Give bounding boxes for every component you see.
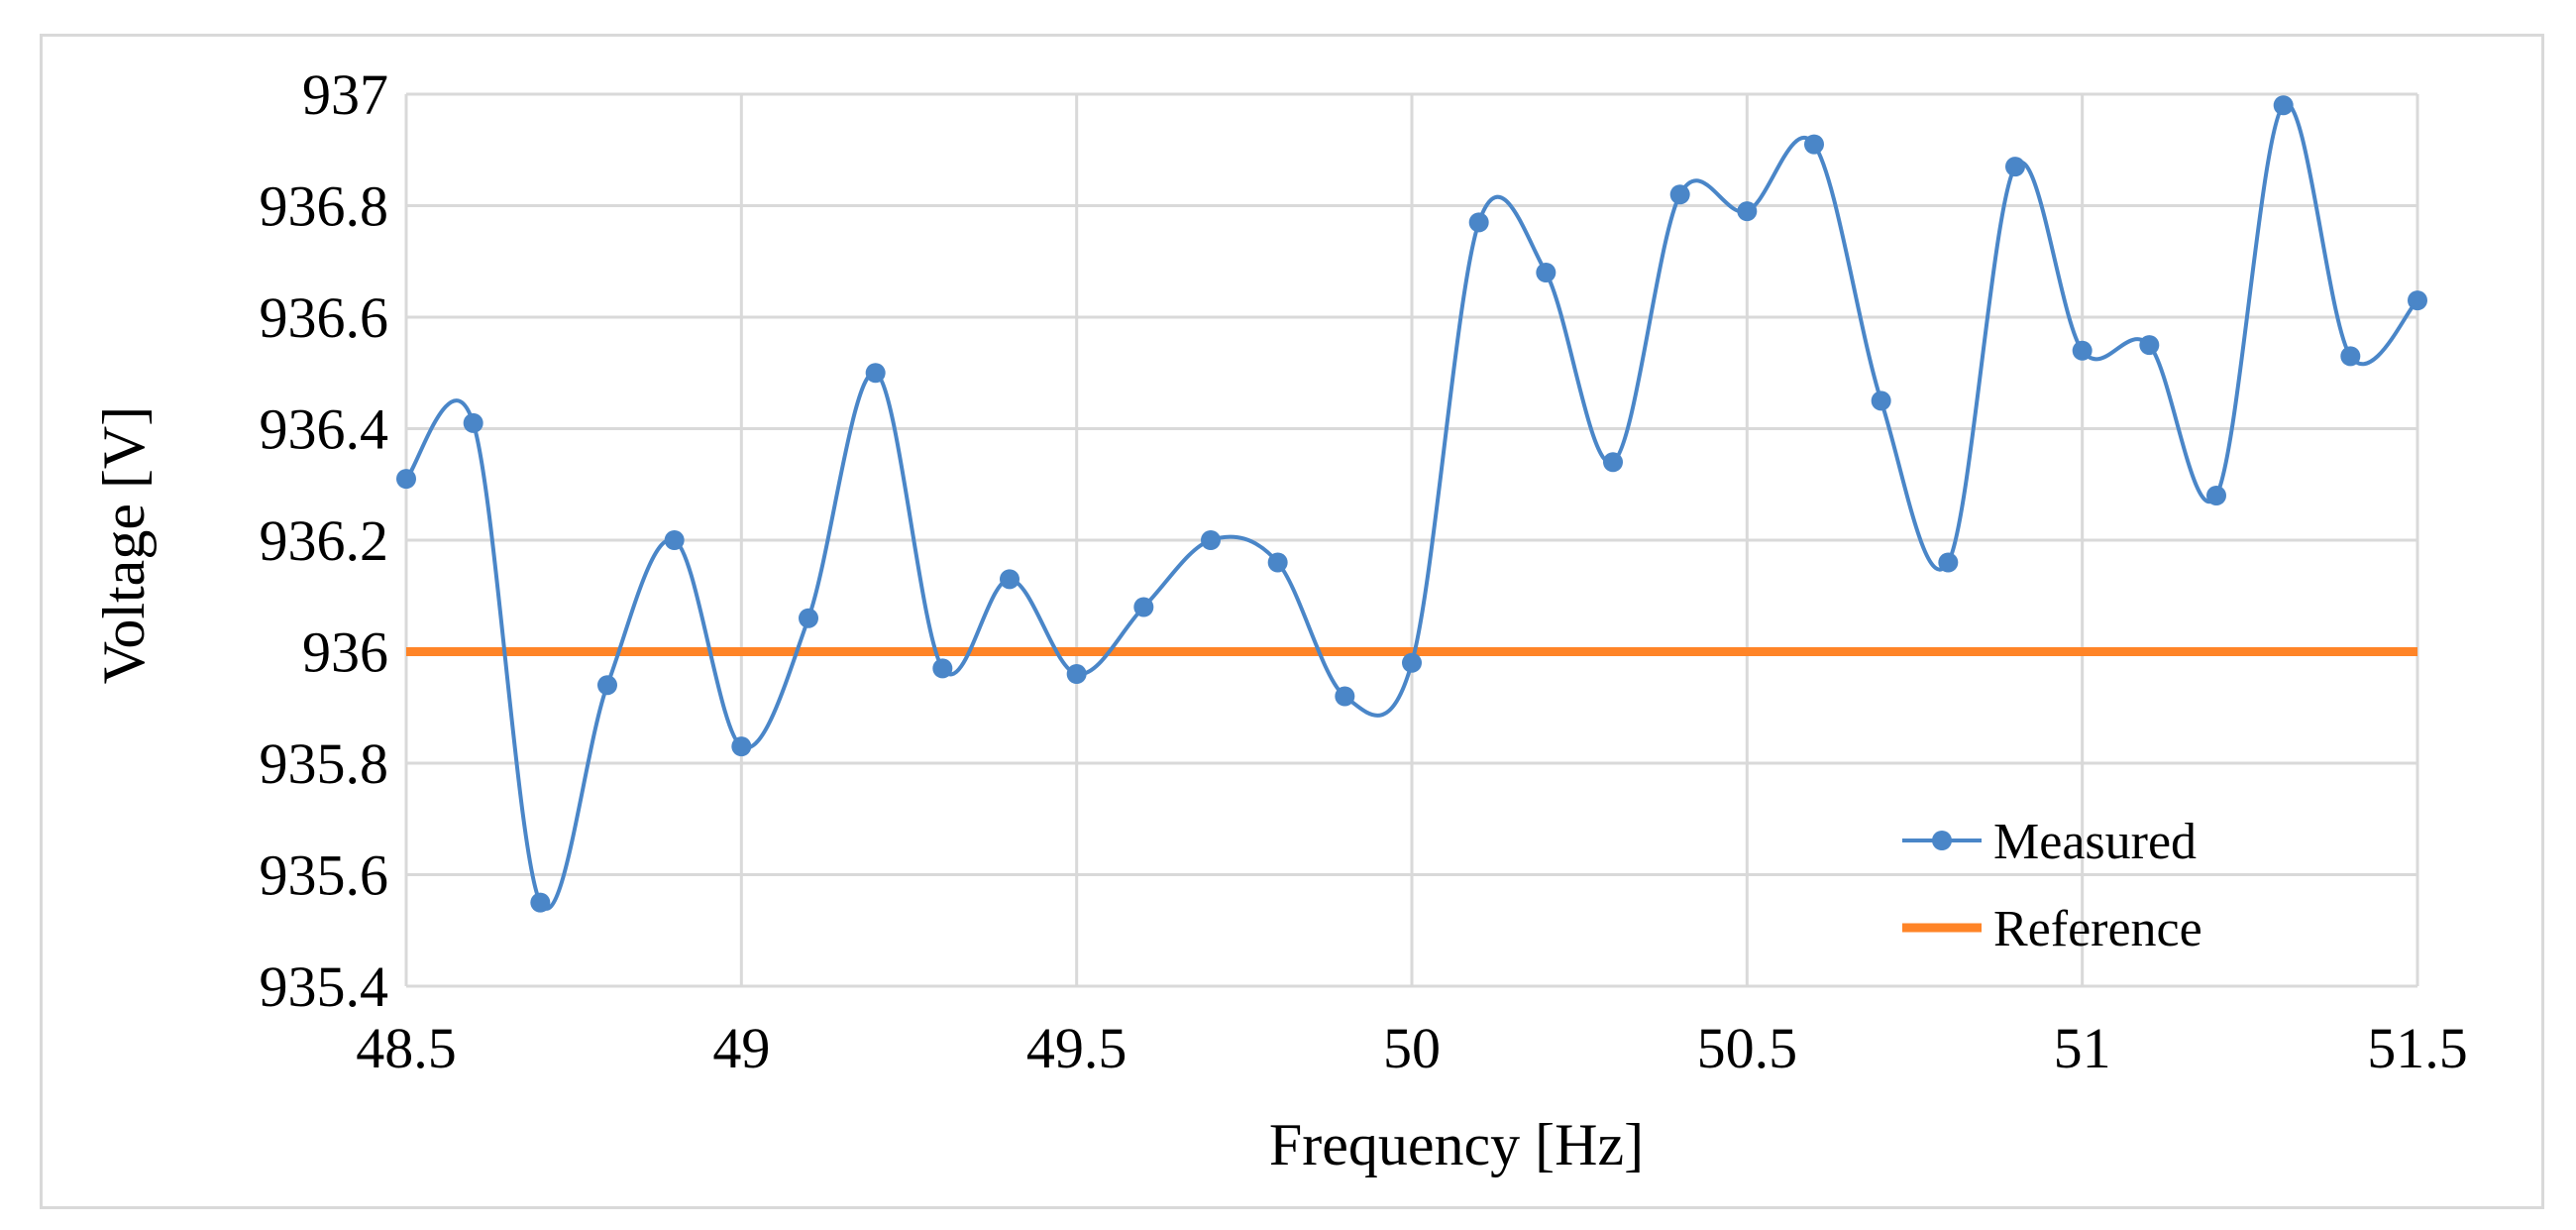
- x-tick-label: 51: [2054, 1016, 2111, 1080]
- measured-data-point: [2340, 346, 2361, 367]
- y-tick-label: 935.4: [260, 954, 389, 1019]
- legend-reference-label: Reference: [1993, 901, 2202, 957]
- measured-data-point: [1669, 184, 1690, 205]
- measured-data-point: [2072, 340, 2093, 361]
- legend: Measured Reference: [1902, 814, 2202, 957]
- measured-data-point: [1201, 530, 1221, 550]
- legend-measured-marker: [1932, 831, 1952, 850]
- measured-data-point: [1335, 686, 1355, 707]
- y-tick-label: 936.2: [260, 508, 389, 573]
- y-tick-label: 936: [302, 620, 388, 685]
- measured-data-point: [1536, 263, 1556, 282]
- measured-data-point: [1066, 664, 1087, 684]
- measured-data-point: [1267, 552, 1288, 573]
- measured-data-point: [1871, 391, 1891, 411]
- x-tick-label: 51.5: [2367, 1016, 2468, 1080]
- x-axis-title: Frequency [Hz]: [1269, 1112, 1644, 1177]
- y-tick-label: 935.6: [260, 843, 389, 908]
- measured-data-point: [932, 658, 953, 679]
- measured-data-point: [2139, 335, 2160, 356]
- y-tick-label: 936.6: [260, 285, 389, 350]
- y-axis-title: Voltage [V]: [91, 406, 157, 685]
- measured-data-point: [2273, 95, 2294, 116]
- measured-data-point: [1133, 597, 1154, 617]
- measured-data-point: [463, 412, 483, 433]
- measured-data-point: [1804, 134, 1824, 155]
- x-tick-label: 50.5: [1697, 1016, 1798, 1080]
- measured-data-point: [597, 675, 617, 696]
- legend-measured-label: Measured: [1993, 814, 2197, 870]
- measured-data-point: [1938, 552, 1959, 573]
- y-tick-label: 935.8: [260, 731, 389, 796]
- chart-frame: [40, 34, 2544, 1209]
- measured-data-point: [2408, 290, 2427, 311]
- x-tick-label: 48.5: [356, 1016, 457, 1080]
- measured-data-point: [2206, 486, 2226, 505]
- measured-data-point: [1402, 652, 1422, 673]
- measured-data-point: [731, 736, 752, 757]
- measured-data-point: [530, 892, 551, 913]
- measured-data-point: [799, 608, 818, 628]
- grid: [404, 92, 2419, 988]
- measured-data-point: [664, 530, 685, 550]
- measured-data-point: [396, 469, 416, 490]
- measured-data-point: [1000, 569, 1020, 590]
- measured-data-point: [1468, 212, 1489, 233]
- x-tick-label: 49: [712, 1016, 770, 1080]
- measured-data-point: [2005, 157, 2025, 177]
- series-layer: [396, 95, 2427, 913]
- tick-labels: 935.4 935.6 935.8 936 936.2 936.4 936.6 936.8 93…: [260, 62, 2468, 1080]
- y-tick-label: 937: [302, 62, 388, 127]
- y-tick-label: 936.8: [260, 174, 389, 239]
- measured-data-point: [1737, 201, 1758, 222]
- measured-data-point: [1603, 452, 1623, 473]
- x-tick-label: 49.5: [1026, 1016, 1127, 1080]
- measured-data-point: [865, 363, 886, 384]
- y-tick-label: 936.4: [260, 397, 389, 462]
- x-tick-label: 50: [1383, 1016, 1441, 1080]
